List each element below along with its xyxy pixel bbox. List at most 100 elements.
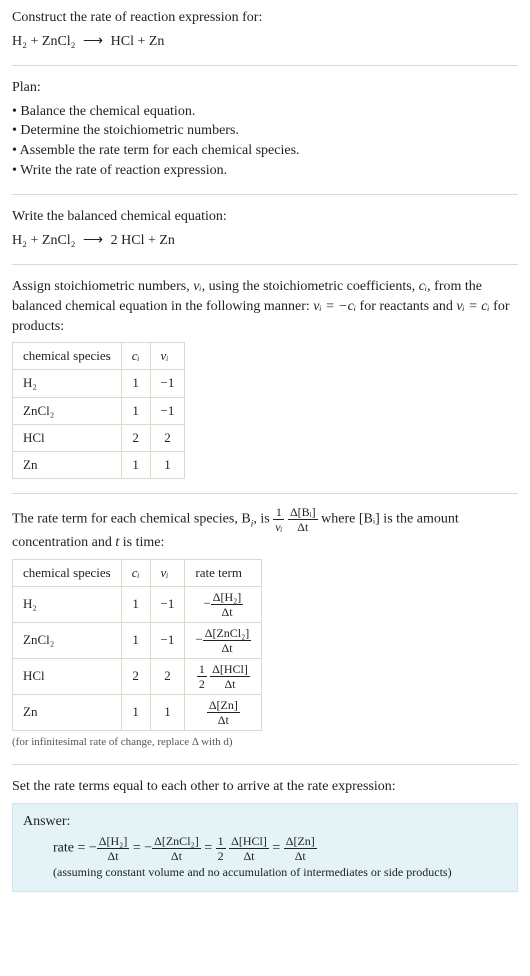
cell: HCl xyxy=(13,658,122,694)
cell: 1 xyxy=(150,694,185,730)
arrow-icon: ⟶ xyxy=(83,32,103,52)
divider xyxy=(12,493,518,494)
answer-label: Answer: xyxy=(23,812,507,832)
fraction: Δ[Bᵢ]Δt xyxy=(288,506,318,533)
cell: 2 xyxy=(121,658,150,694)
frac-num: Δ[Bᵢ] xyxy=(288,506,318,520)
cell: H₂ xyxy=(13,370,122,397)
fraction-coef: 12 xyxy=(216,835,226,862)
balanced-intro: Write the balanced chemical equation: xyxy=(12,207,518,227)
cell: −1 xyxy=(150,586,185,622)
divider xyxy=(12,264,518,265)
relation: νᵢ = −cᵢ xyxy=(313,299,356,314)
frac-den: Δt xyxy=(207,713,240,726)
col-header: rate term xyxy=(185,559,262,586)
plan-title: Plan: xyxy=(12,78,518,98)
col-header: νᵢ xyxy=(150,343,185,370)
frac-num: 1 xyxy=(216,835,226,849)
frac-den: Δt xyxy=(284,849,317,862)
cell: ZnCl₂ xyxy=(13,397,122,424)
cell: 2 xyxy=(150,658,185,694)
frac-den: Δt xyxy=(97,849,130,862)
assign-block: Assign stoichiometric numbers, νᵢ , using… xyxy=(12,277,518,479)
rateterm-paragraph: The rate term for each chemical species,… xyxy=(12,506,518,553)
plan-list: Balance the chemical equation. Determine… xyxy=(12,102,518,180)
frac-den: Δt xyxy=(211,605,244,618)
fraction: 1νᵢ xyxy=(273,506,284,533)
cell: Zn xyxy=(13,451,122,478)
table-row: H₂1−1 xyxy=(13,370,185,397)
rt-text: The rate term for each chemical species,… xyxy=(12,512,251,527)
cell: 1 xyxy=(121,397,150,424)
fraction: Δ[HCl]Δt xyxy=(210,663,250,690)
plan-item: Determine the stoichiometric numbers. xyxy=(12,121,518,141)
cell: 1 xyxy=(121,370,150,397)
frac-num: Δ[HCl] xyxy=(210,663,250,677)
intro-text: Construct the rate of reaction expressio… xyxy=(12,8,518,28)
frac-num: Δ[ZnCl₂] xyxy=(152,835,201,849)
assign-text: Assign stoichiometric numbers, xyxy=(12,279,193,294)
arrow-icon: ⟶ xyxy=(83,231,103,251)
plan-item: Assemble the rate term for each chemical… xyxy=(12,141,518,161)
divider xyxy=(12,194,518,195)
final-block: Set the rate terms equal to each other t… xyxy=(12,777,518,892)
frac-num: Δ[H₂] xyxy=(97,835,130,849)
frac-num: 1 xyxy=(197,663,207,677)
plan-item: Write the rate of reaction expression. xyxy=(12,161,518,181)
frac-den: νᵢ xyxy=(273,520,284,533)
final-intro: Set the rate terms equal to each other t… xyxy=(12,777,518,797)
sign: = xyxy=(204,841,215,856)
frac-num: Δ[ZnCl₂] xyxy=(203,627,252,641)
cell-rateterm: −Δ[H₂]Δt xyxy=(185,586,262,622)
rt-text: , is xyxy=(253,512,273,527)
divider xyxy=(12,764,518,765)
col-header: cᵢ xyxy=(121,343,150,370)
cell: −1 xyxy=(150,397,185,424)
intro-products: HCl + Zn xyxy=(111,34,165,49)
fraction: Δ[ZnCl₂]Δt xyxy=(152,835,201,862)
frac-den: Δt xyxy=(229,849,269,862)
cell: 1 xyxy=(121,451,150,478)
balanced-equation: H₂ + ZnCl₂ ⟶ 2 HCl + Zn xyxy=(12,231,518,251)
divider xyxy=(12,65,518,66)
balanced-block: Write the balanced chemical equation: H₂… xyxy=(12,207,518,250)
fraction: Δ[Zn]Δt xyxy=(284,835,317,862)
answer-equation: rate = −Δ[H₂]Δt = −Δ[ZnCl₂]Δt = 12 Δ[HCl… xyxy=(53,835,507,862)
table-row: HCl 2 2 12 Δ[HCl]Δt xyxy=(13,658,262,694)
fraction-coef: 12 xyxy=(197,663,207,690)
cell-rateterm: −Δ[ZnCl₂]Δt xyxy=(185,622,262,658)
balanced-reactants: H₂ + ZnCl₂ xyxy=(12,233,76,248)
frac-num: Δ[H₂] xyxy=(211,591,244,605)
sign: = xyxy=(272,841,283,856)
col-header: cᵢ xyxy=(121,559,150,586)
sign: − xyxy=(203,595,210,610)
cell-rateterm: 12 Δ[HCl]Δt xyxy=(185,658,262,694)
answer-note: (assuming constant volume and no accumul… xyxy=(53,864,507,881)
c-i: cᵢ xyxy=(419,279,427,294)
cell: 2 xyxy=(150,424,185,451)
assign-text: , using the stoichiometric coefficients, xyxy=(202,279,419,294)
fraction: Δ[Zn]Δt xyxy=(207,699,240,726)
frac-den: Δt xyxy=(203,641,252,654)
cell: 1 xyxy=(150,451,185,478)
cell: 2 xyxy=(121,424,150,451)
table-row: chemical species cᵢ νᵢ rate term xyxy=(13,559,262,586)
cell: 1 xyxy=(121,586,150,622)
fraction: Δ[ZnCl₂]Δt xyxy=(203,627,252,654)
table-row: chemical species cᵢ νᵢ xyxy=(13,343,185,370)
cell: 1 xyxy=(121,622,150,658)
rateterm-table: chemical species cᵢ νᵢ rate term H₂ 1 −1… xyxy=(12,559,262,731)
rt-text: is time: xyxy=(119,535,164,550)
table-row: ZnCl₂1−1 xyxy=(13,397,185,424)
cell: 1 xyxy=(121,694,150,730)
fraction: Δ[H₂]Δt xyxy=(97,835,130,862)
col-header: chemical species xyxy=(13,343,122,370)
cell: H₂ xyxy=(13,586,122,622)
intro-equation: H₂ + ZnCl₂ ⟶ HCl + Zn xyxy=(12,32,518,52)
rateterm-footnote: (for infinitesimal rate of change, repla… xyxy=(12,735,518,750)
rate-prefix: rate = xyxy=(53,841,89,856)
table-row: HCl22 xyxy=(13,424,185,451)
table-row: H₂ 1 −1 −Δ[H₂]Δt xyxy=(13,586,262,622)
relation: νᵢ = cᵢ xyxy=(456,299,489,314)
stoich-table: chemical species cᵢ νᵢ H₂1−1 ZnCl₂1−1 HC… xyxy=(12,342,185,479)
